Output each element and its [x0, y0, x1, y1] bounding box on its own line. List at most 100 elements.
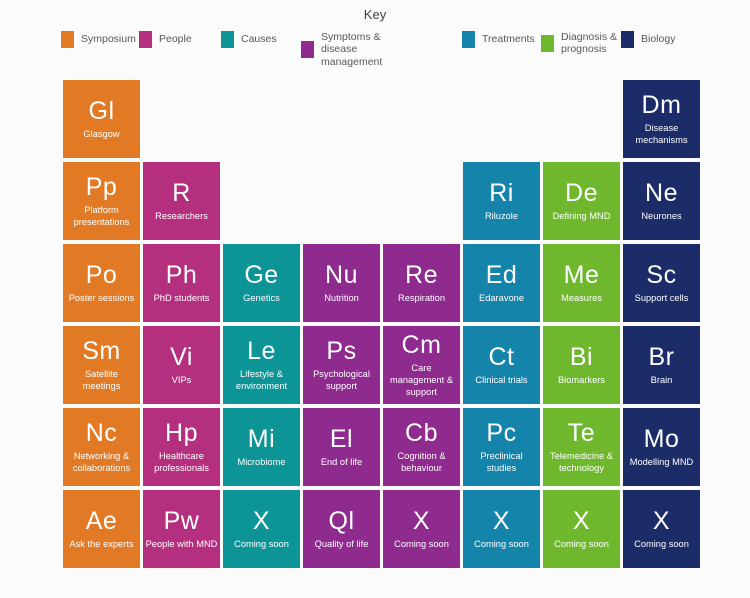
tile-symbol: Ed [485, 261, 518, 290]
tile-name: Quality of life [314, 538, 369, 549]
tile-end-of-life[interactable]: El End of life [303, 408, 380, 486]
tile-symbol: Po [85, 261, 118, 290]
tile-name: Networking & collaborations [72, 450, 131, 473]
tile-name: VIPs [171, 374, 192, 385]
tile-networking-collaborations[interactable]: Nc Networking & collaborations [63, 408, 140, 486]
tile-glasgow[interactable]: Gl Glasgow [63, 80, 140, 158]
tile-name: Biomarkers [557, 374, 605, 385]
tile-poster-sessions[interactable]: Po Poster sessions [63, 244, 140, 322]
tile-name: Respiration [397, 292, 446, 303]
tile-symbol: R [172, 179, 191, 208]
tile-coming-soon-symptoms[interactable]: X Coming soon [383, 490, 460, 568]
tile-cognition-behaviour[interactable]: Cb Cognition & behaviour [383, 408, 460, 486]
tile-symbol: Me [563, 261, 600, 290]
tile-neurones[interactable]: Ne Neurones [623, 162, 700, 240]
tile-symbol: Sc [646, 261, 677, 290]
tile-coming-soon-treatments[interactable]: X Coming soon [463, 490, 540, 568]
tile-symbol: Ql [328, 507, 355, 536]
key-label: Symposium [81, 33, 136, 46]
tile-name: Microbiome [237, 456, 286, 467]
tile-psychological-support[interactable]: Ps Psychological support [303, 326, 380, 404]
tile-name: Telemedicine & technology [549, 450, 614, 473]
tile-support-cells[interactable]: Sc Support cells [623, 244, 700, 322]
key-swatch-causes [221, 31, 234, 48]
tile-name: Coming soon [634, 538, 689, 549]
tile-vips[interactable]: Vi VIPs [143, 326, 220, 404]
tile-symbol: Vi [170, 343, 193, 372]
key-swatch-biology [621, 31, 634, 48]
tile-symbol: Ct [488, 343, 515, 372]
tile-symbol: Mi [247, 425, 276, 454]
tile-platform-presentations[interactable]: Pp Platform presentations [63, 162, 140, 240]
tile-symbol: Pw [163, 507, 200, 536]
key-item-symposium: Symposium [61, 31, 136, 48]
tile-name: Defining MND [552, 210, 611, 221]
key-item-symptoms-disease-management: Symptoms & disease management [301, 31, 418, 68]
tile-symbol: X [412, 507, 431, 536]
tile-symbol: De [565, 179, 598, 208]
tile-name: Genetics [243, 292, 280, 303]
tile-name: Clinical trials [475, 374, 528, 385]
tile-name: Nutrition [324, 292, 359, 303]
tile-name: Support cells [634, 292, 689, 303]
key-swatch-symptoms [301, 41, 314, 59]
tile-defining-mnd[interactable]: De Defining MND [543, 162, 620, 240]
tile-symbol: Re [405, 261, 438, 290]
tile-name: Lifestyle & environment [235, 368, 288, 391]
tile-coming-soon-biology[interactable]: X Coming soon [623, 490, 700, 568]
key-label: Diagnosis & prognosis [561, 31, 618, 56]
key-swatch-diagnosis [541, 34, 554, 52]
tile-name: Psychological support [313, 368, 370, 391]
key-swatch-treatments [462, 31, 475, 48]
tile-symbol: Cb [405, 419, 438, 448]
tile-quality-of-life[interactable]: Ql Quality of life [303, 490, 380, 568]
key-title: Key [363, 7, 387, 22]
key-item-diagnosis-prognosis: Diagnosis & prognosis [541, 31, 623, 56]
tile-riluzole[interactable]: Ri Riluzole [463, 162, 540, 240]
tile-nutrition[interactable]: Nu Nutrition [303, 244, 380, 322]
tile-researchers[interactable]: R Researchers [143, 162, 220, 240]
tile-name: Coming soon [474, 538, 529, 549]
tile-name: Brain [650, 374, 673, 385]
tile-healthcare-professionals[interactable]: Hp Healthcare professionals [143, 408, 220, 486]
tile-symbol: Dm [641, 91, 682, 120]
tile-lifestyle-environment[interactable]: Le Lifestyle & environment [223, 326, 300, 404]
tile-name: Coming soon [394, 538, 449, 549]
tile-telemedicine-technology[interactable]: Te Telemedicine & technology [543, 408, 620, 486]
tile-disease-mechanisms[interactable]: Dm Disease mechanisms [623, 80, 700, 158]
key-item-treatments: Treatments [462, 31, 535, 48]
tile-symbol: Le [247, 337, 276, 366]
tile-ask-the-experts[interactable]: Ae Ask the experts [63, 490, 140, 568]
tile-symbol: Cm [401, 331, 442, 360]
tile-respiration[interactable]: Re Respiration [383, 244, 460, 322]
tile-name: Care management & support [389, 362, 454, 397]
key-label: Biology [641, 33, 676, 46]
tile-name: Satellite meetings [82, 368, 121, 391]
tile-modelling-mnd[interactable]: Mo Modelling MND [623, 408, 700, 486]
key-item-people: People [139, 31, 192, 48]
tile-brain[interactable]: Br Brain [623, 326, 700, 404]
tile-clinical-trials[interactable]: Ct Clinical trials [463, 326, 540, 404]
tile-preclinical-studies[interactable]: Pc Preclinical studies [463, 408, 540, 486]
tile-name: Healthcare professionals [154, 450, 209, 473]
tile-name: People with MND [145, 538, 218, 549]
tile-microbiome[interactable]: Mi Microbiome [223, 408, 300, 486]
tile-satellite-meetings[interactable]: Sm Satellite meetings [63, 326, 140, 404]
tile-coming-soon-diagnosis[interactable]: X Coming soon [543, 490, 620, 568]
tile-genetics[interactable]: Ge Genetics [223, 244, 300, 322]
tile-care-management-support[interactable]: Cm Care management & support [383, 326, 460, 404]
tile-measures[interactable]: Me Measures [543, 244, 620, 322]
tile-edaravone[interactable]: Ed Edaravone [463, 244, 540, 322]
tile-symbol: Sm [82, 337, 121, 366]
tile-name: Coming soon [234, 538, 289, 549]
tile-people-with-mnd[interactable]: Pw People with MND [143, 490, 220, 568]
tile-name: Platform presentations [73, 204, 130, 227]
tile-coming-soon-causes[interactable]: X Coming soon [223, 490, 300, 568]
tile-phd-students[interactable]: Ph PhD students [143, 244, 220, 322]
tile-name: Cognition & behaviour [397, 450, 446, 473]
tile-symbol: Mo [643, 425, 680, 454]
tile-name: Researchers [155, 210, 208, 221]
key-swatch-people [139, 31, 152, 48]
tile-biomarkers[interactable]: Bi Biomarkers [543, 326, 620, 404]
key-label: Causes [241, 33, 277, 46]
